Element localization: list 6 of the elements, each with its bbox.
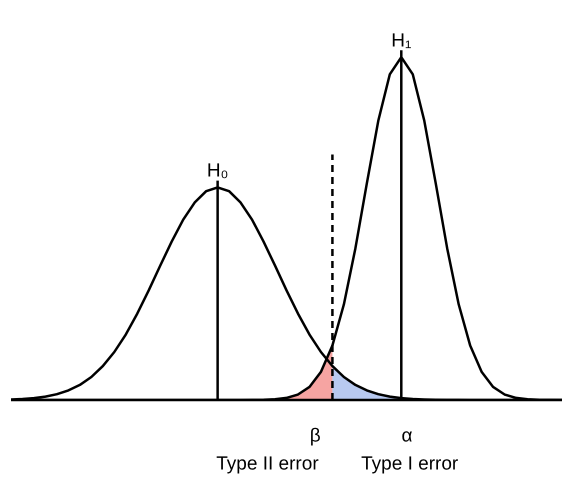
series-label: α	[402, 425, 413, 446]
text: Type II error	[216, 453, 320, 474]
series-label: H₀	[206, 160, 228, 182]
text: Type I error	[361, 453, 459, 474]
series-label: H₁	[391, 30, 412, 52]
series-label: β	[310, 425, 321, 446]
